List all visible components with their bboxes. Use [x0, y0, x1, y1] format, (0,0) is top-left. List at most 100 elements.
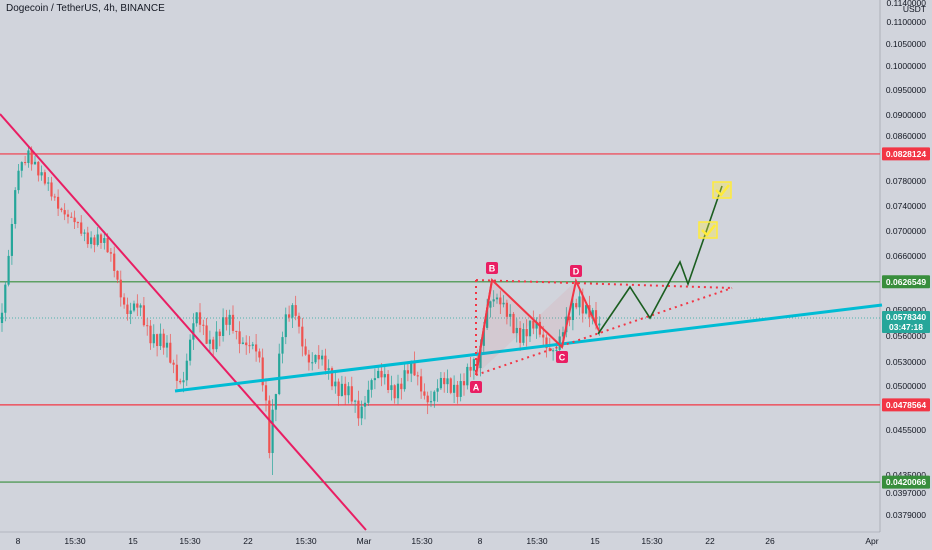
candle-body — [383, 374, 386, 378]
pattern-point-label: A — [473, 383, 480, 393]
pattern-point-badge — [470, 381, 482, 393]
candle-body — [288, 314, 291, 318]
candle-body — [90, 237, 93, 245]
x-tick-label: 15:30 — [64, 536, 86, 546]
countdown-label: 03:47:18 — [889, 322, 923, 332]
candle-body — [83, 232, 86, 234]
candle-body — [258, 351, 261, 358]
candle-body — [113, 253, 116, 271]
candle-body — [591, 310, 594, 318]
candle-body — [96, 234, 99, 245]
candle-body — [314, 354, 317, 363]
candle-body — [251, 344, 254, 346]
title-separator-2: , — [114, 3, 121, 14]
x-tick-label: Apr — [865, 536, 878, 546]
candle-body — [53, 196, 56, 198]
candle-body — [337, 381, 340, 396]
candle-body — [119, 279, 122, 298]
projected-path — [597, 185, 723, 335]
candle-body — [449, 378, 452, 393]
x-tick-label: 22 — [705, 536, 715, 546]
candle-body — [261, 357, 264, 386]
candle-body — [162, 333, 165, 348]
price-level-label: 0.0478564 — [886, 400, 926, 410]
candle-body — [20, 162, 23, 171]
candle-body — [106, 238, 109, 253]
price-level-label: 0.0828124 — [886, 149, 926, 159]
candle-body — [7, 255, 10, 285]
candle-body — [413, 361, 416, 376]
candle-body — [482, 327, 485, 346]
candle-body — [443, 377, 446, 385]
candle-body — [271, 409, 274, 454]
y-tick-label: 0.0500000 — [886, 381, 926, 391]
candle-body — [139, 305, 142, 308]
price-level-tag — [882, 475, 930, 489]
pattern-point-badge — [570, 265, 582, 277]
candle-body — [525, 329, 528, 337]
candle-body — [93, 237, 96, 245]
candle-body — [47, 182, 50, 184]
candle-body — [387, 374, 390, 390]
target-box — [712, 181, 732, 199]
candle-body — [462, 381, 466, 386]
y-tick-label: 0.0780000 — [886, 176, 926, 186]
checkmark-icon — [701, 224, 716, 237]
candle-body — [50, 182, 53, 197]
candle-body — [380, 370, 383, 378]
x-tick-label: 26 — [765, 536, 775, 546]
candle-body — [598, 323, 601, 326]
candle-body — [179, 380, 182, 383]
candle-body — [456, 384, 459, 397]
candle-body — [390, 385, 393, 390]
candle-body — [218, 331, 221, 336]
candle-body — [459, 381, 462, 397]
candle-body — [116, 270, 119, 280]
candle-body — [37, 161, 40, 176]
candle-body — [354, 400, 357, 402]
candle-body — [142, 305, 145, 326]
candle-body — [294, 305, 297, 316]
candle-body — [225, 317, 228, 325]
candles-group — [0, 146, 601, 475]
candle-body — [492, 299, 495, 302]
checkmark-icon — [715, 184, 730, 197]
candle-body — [146, 325, 149, 327]
x-tick-label: 8 — [478, 536, 483, 546]
candle-body — [373, 378, 376, 381]
candle-body — [535, 321, 538, 329]
x-tick-label: 15:30 — [179, 536, 201, 546]
candle-body — [235, 330, 238, 332]
candle-body — [301, 326, 304, 347]
candle-body — [426, 395, 429, 403]
x-tick-label: 22 — [243, 536, 253, 546]
candle-body — [205, 325, 208, 344]
candle-body — [264, 385, 268, 401]
candle-body — [446, 378, 449, 385]
y-tick-label: 0.1140000 — [886, 0, 926, 8]
candle-body — [24, 162, 27, 164]
candle-body — [169, 342, 172, 363]
candle-body — [182, 380, 185, 383]
y-tick-label: 0.1050000 — [886, 39, 926, 49]
candle-body — [327, 368, 330, 371]
candle-body — [538, 321, 541, 335]
candle-body — [528, 320, 532, 337]
candle-body — [40, 172, 43, 176]
price-level-tag — [882, 147, 930, 161]
candle-body — [532, 320, 535, 329]
candle-body — [60, 208, 63, 211]
triangle-upper-edge — [475, 279, 733, 289]
candle-body — [175, 364, 178, 381]
title-separator: , — [98, 3, 104, 14]
candle-body — [512, 313, 515, 334]
candle-body — [367, 389, 370, 403]
price-axis-panel — [880, 0, 932, 550]
candle-body — [212, 339, 215, 350]
candle-body — [33, 161, 37, 165]
candle-body — [403, 370, 406, 390]
candle-body — [324, 355, 327, 371]
candle-body — [86, 232, 89, 245]
